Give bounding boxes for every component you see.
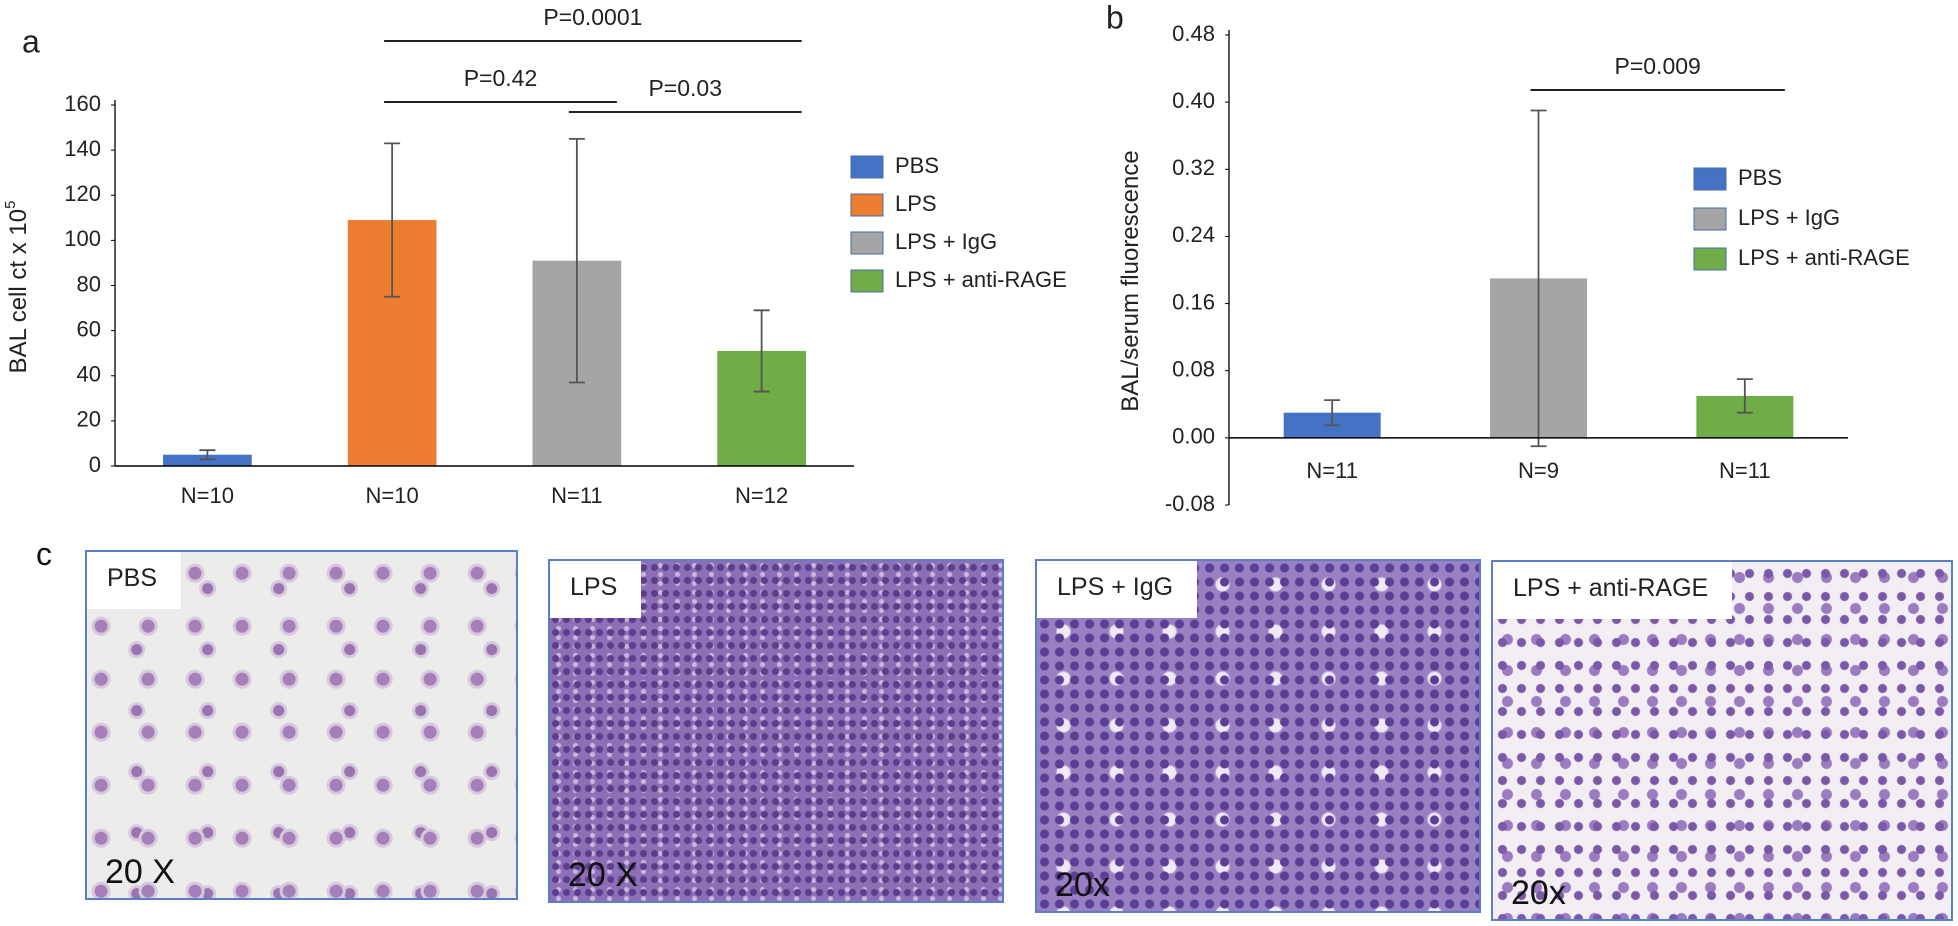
legend-swatch [850,155,884,179]
y-tick-label: 160 [64,91,101,116]
y-tick-label: 0.32 [1172,155,1215,180]
y-tick-label: 100 [64,226,101,251]
micrograph: LPS + anti-RAGE 20x [1491,560,1953,921]
y-tick-label: 0.48 [1172,21,1215,46]
significance-label: P=0.0001 [543,4,642,30]
error-bar [199,449,216,461]
legend-swatch [1693,167,1727,191]
micrograph-label: LPS [550,561,642,618]
significance-label: P=0.009 [1614,53,1700,79]
charts: a BAL cell ct x 105 0 20 40 60 80 100 120 140 160 N… [2,0,1910,516]
micrograph-label: LPS + IgG [1037,561,1198,618]
legend-swatch [850,231,884,255]
x-tick-label: N=10 [181,483,234,508]
bar [163,454,252,466]
y-tick-label: 0.16 [1172,289,1215,314]
y-axis-label: BAL/serum fluorescence [1117,150,1144,411]
significance-label: P=0.03 [648,75,722,101]
y-tick-label: 40 [77,362,101,387]
legend-label: LPS + IgG [895,229,997,254]
magnification: 20 X [568,856,638,894]
y-tick-label: 0.40 [1172,88,1215,113]
magnification: 20 X [105,853,175,891]
x-tick-label: N=11 [551,483,603,508]
x-tick-label: N=11 [1719,458,1771,483]
micrograph-label: PBS [87,552,182,609]
error-bar [753,309,770,393]
y-axis-label-text: BAL cell ct x 10 [5,209,32,374]
legend-swatch [1693,207,1727,231]
error-bar [384,142,401,298]
x-tick-label: N=9 [1518,458,1559,483]
legend-label: LPS + anti-RAGE [895,267,1067,292]
panel-label: c [36,536,52,572]
error-bar [1324,399,1341,427]
micrograph-label: LPS + anti-RAGE [1493,562,1733,619]
error-bar [1530,109,1547,448]
magnification: 20x [1055,866,1110,904]
legend-label: LPS [895,191,937,216]
legend-label: LPS + anti-RAGE [1738,245,1910,270]
panel-label: a [22,23,40,59]
y-tick-label: 0.24 [1172,222,1215,247]
significance-label: P=0.42 [464,65,538,91]
legend-swatch [1693,247,1727,271]
y-tick-label: -0.08 [1165,491,1215,516]
micrograph: LPS + IgG 20x [1035,559,1481,913]
panel-label: b [1106,0,1124,35]
y-tick-label: 140 [64,136,101,161]
magnification: 20x [1511,874,1566,912]
error-bar [568,137,585,384]
legend-swatch [850,269,884,293]
legend-label: PBS [1738,165,1782,190]
y-tick-label: 60 [77,316,101,341]
y-tick-label: 80 [77,271,101,296]
micrograph: LPS 20 X [548,559,1004,903]
legend-label: PBS [895,153,939,178]
y-tick-label: 0.08 [1172,357,1215,382]
y-axis-label-text: BAL/serum fluorescence [1117,150,1144,411]
y-axis-label: BAL cell ct x 105 [2,201,32,374]
legend-label: LPS + IgG [1738,205,1840,230]
y-tick-label: 20 [77,407,101,432]
error-bar [1736,378,1753,414]
legend-swatch [850,193,884,217]
x-tick-label: N=12 [735,483,788,508]
y-axis-label-exponent: 5 [2,201,19,209]
x-tick-label: N=10 [366,483,419,508]
micrograph: PBS 20 X [85,550,518,900]
y-tick-label: 0.00 [1172,424,1215,449]
x-tick-label: N=11 [1306,458,1358,483]
y-tick-label: 0 [89,452,101,477]
y-tick-label: 120 [64,181,101,206]
